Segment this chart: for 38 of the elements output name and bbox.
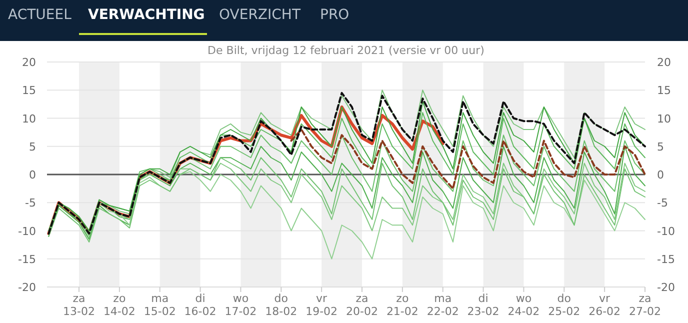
- y-tick-label: -10: [18, 224, 36, 238]
- y-tick-label: 10: [22, 112, 36, 126]
- x-tick-label: wo 17-02: [224, 292, 257, 318]
- x-tick-label: do 18-02: [265, 292, 298, 318]
- y2-tick-label: -10: [657, 224, 675, 238]
- x-tick-label: ma 22-02: [426, 292, 459, 318]
- y-tick-label: -20: [18, 281, 36, 294]
- y-tick-label: 5: [29, 140, 36, 154]
- x-tick-label: za 27-02: [629, 292, 661, 318]
- x-tick-label: di 16-02: [184, 292, 216, 318]
- y2-tick-label: -5: [657, 196, 668, 210]
- x-tick-label: vr 26-02: [588, 292, 621, 318]
- y-tick-label: -15: [18, 252, 36, 266]
- y-tick-label: 20: [22, 56, 36, 69]
- x-tick-label: ma 15-02: [144, 292, 176, 318]
- y2-tick-label: -15: [657, 252, 675, 266]
- y-tick-label: 0: [29, 168, 36, 182]
- x-tick-label: di 23-02: [467, 292, 500, 318]
- y-tick-label: -5: [25, 196, 36, 210]
- chart-title: De Bilt, vrijdag 12 februari 2021 (versie vr 00 uur): [208, 44, 484, 57]
- y2-tick-label: 20: [657, 56, 671, 69]
- y-tick-label: 15: [22, 84, 36, 98]
- text: PRO: [320, 7, 350, 23]
- y2-tick-label: 5: [657, 140, 664, 154]
- x-tick-label: vr 19-02: [306, 292, 338, 318]
- text: VERWACHTING: [88, 7, 205, 23]
- y2-tick-label: 10: [657, 112, 671, 126]
- x-tick-label: wo 24-02: [508, 292, 540, 318]
- y2-tick-label: 0: [657, 168, 664, 182]
- y2-tick-label: 15: [657, 84, 671, 98]
- x-tick-label: za 20-02: [346, 292, 378, 318]
- text: OVERZICHT: [219, 7, 301, 23]
- x-tick-label: do 25-02: [548, 292, 580, 318]
- x-tick-label: zo 21-02: [386, 292, 418, 318]
- x-tick-label: za 13-02: [63, 292, 95, 318]
- x-tick-label: zo 14-02: [103, 292, 136, 318]
- text: ACTUEEL: [8, 7, 72, 23]
- y2-tick-label: -20: [657, 281, 675, 294]
